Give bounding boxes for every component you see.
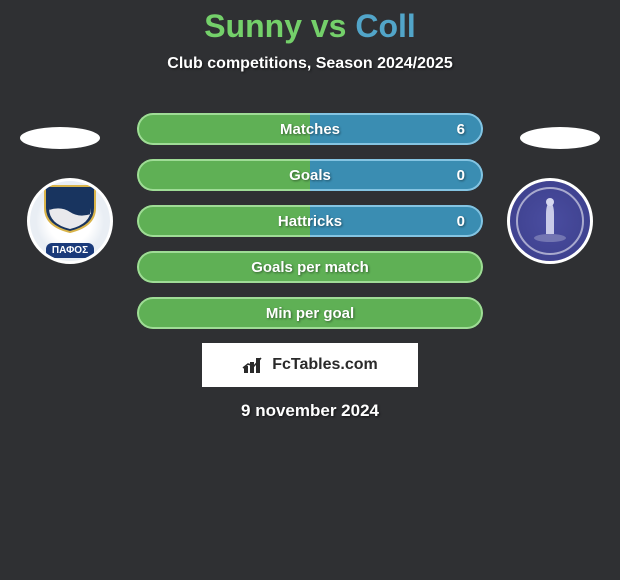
stat-row: Min per goal — [137, 297, 483, 329]
right-club-badge — [507, 178, 593, 264]
right-ellipse-decor — [520, 127, 600, 149]
title-player1: Sunny — [204, 8, 302, 44]
source-logo: FcTables.com — [202, 343, 418, 387]
title-player2: Coll — [355, 8, 415, 44]
stat-row: Goals per match — [137, 251, 483, 283]
stat-label: Hattricks — [278, 213, 342, 230]
left-badge-banner: ΠΑΦΟΣ — [46, 243, 94, 258]
stat-value-right: 0 — [457, 205, 465, 237]
stat-label: Matches — [280, 121, 340, 138]
stat-row: Hattricks 0 — [137, 205, 483, 237]
stat-value-right: 0 — [457, 159, 465, 191]
stats-rows: Matches 6 Goals 0 Hattricks 0 Goals per match M… — [137, 113, 483, 329]
stat-label: Min per goal — [266, 305, 354, 322]
left-badge-inner: ΠΑΦΟΣ — [30, 184, 110, 258]
bars-icon — [242, 355, 266, 375]
right-badge-ring-icon — [516, 187, 584, 255]
subtitle: Club competitions, Season 2024/2025 — [0, 55, 620, 73]
stat-label: Goals — [289, 167, 331, 184]
stat-bar-left — [137, 159, 310, 191]
source-logo-text: FcTables.com — [272, 356, 378, 374]
left-club-badge: ΠΑΦΟΣ — [27, 178, 113, 264]
stat-label: Goals per match — [251, 259, 369, 276]
stat-row: Goals 0 — [137, 159, 483, 191]
date-text: 9 november 2024 — [0, 401, 620, 421]
left-ellipse-decor — [20, 127, 100, 149]
infographic-container: Sunny vs Coll Club competitions, Season … — [0, 0, 620, 580]
title-vs: vs — [311, 8, 347, 44]
comparison-title: Sunny vs Coll — [0, 8, 620, 45]
shield-icon — [41, 184, 99, 234]
stat-row: Matches 6 — [137, 113, 483, 145]
stat-value-right: 6 — [457, 113, 465, 145]
